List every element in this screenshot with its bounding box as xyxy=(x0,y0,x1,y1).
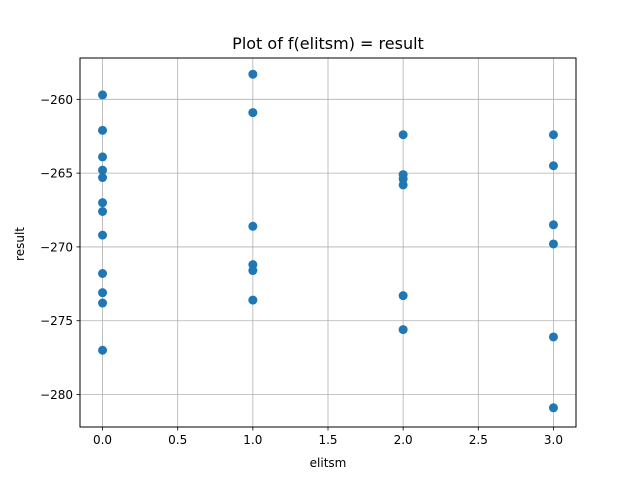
axis-ticks: 0.0 0.5 1.0 1.5 2.0 2.5 3.0 −260 −265 −270 −275 −28… xyxy=(40,93,563,447)
scatter-point xyxy=(248,266,258,276)
scatter-point xyxy=(248,221,258,231)
scatter-point xyxy=(248,108,258,118)
scatter-point xyxy=(98,288,108,298)
scatter-point xyxy=(98,207,108,217)
scatter-point xyxy=(98,345,108,355)
x-tick-label: 2.5 xyxy=(469,433,488,447)
scatter-point xyxy=(248,295,258,305)
y-axis-label: result xyxy=(13,227,27,261)
scatter-point xyxy=(398,180,408,190)
scatter-points xyxy=(98,69,558,413)
x-tick-label: 0.0 xyxy=(93,433,112,447)
x-tick-label: 1.5 xyxy=(318,433,337,447)
scatter-point xyxy=(98,198,108,208)
y-tick-label: −280 xyxy=(40,388,73,402)
scatter-point xyxy=(98,268,108,278)
scatter-point xyxy=(98,125,108,135)
scatter-point xyxy=(98,165,108,175)
y-tick-label: −260 xyxy=(40,93,73,107)
scatter-point xyxy=(248,69,258,79)
grid-lines xyxy=(80,58,576,427)
y-tick-label: −270 xyxy=(40,240,73,254)
scatter-point xyxy=(398,325,408,335)
scatter-point xyxy=(548,332,558,342)
scatter-point xyxy=(98,230,108,240)
x-tick-label: 2.0 xyxy=(394,433,413,447)
scatter-point xyxy=(398,291,408,301)
scatter-point xyxy=(548,220,558,230)
scatter-point xyxy=(398,130,408,140)
chart-title: Plot of f(elitsm) = result xyxy=(232,34,424,53)
scatter-point xyxy=(98,90,108,100)
scatter-point xyxy=(548,239,558,249)
x-tick-label: 3.0 xyxy=(544,433,563,447)
scatter-point xyxy=(98,152,108,162)
y-tick-label: −275 xyxy=(40,314,73,328)
scatter-point xyxy=(548,403,558,413)
x-axis-label: elitsm xyxy=(310,456,347,470)
x-tick-label: 1.0 xyxy=(243,433,262,447)
scatter-point xyxy=(98,298,108,308)
y-tick-label: −265 xyxy=(40,167,73,181)
scatter-point xyxy=(98,173,108,183)
scatter-point xyxy=(548,130,558,140)
scatter-point xyxy=(548,161,558,171)
x-tick-label: 0.5 xyxy=(168,433,187,447)
